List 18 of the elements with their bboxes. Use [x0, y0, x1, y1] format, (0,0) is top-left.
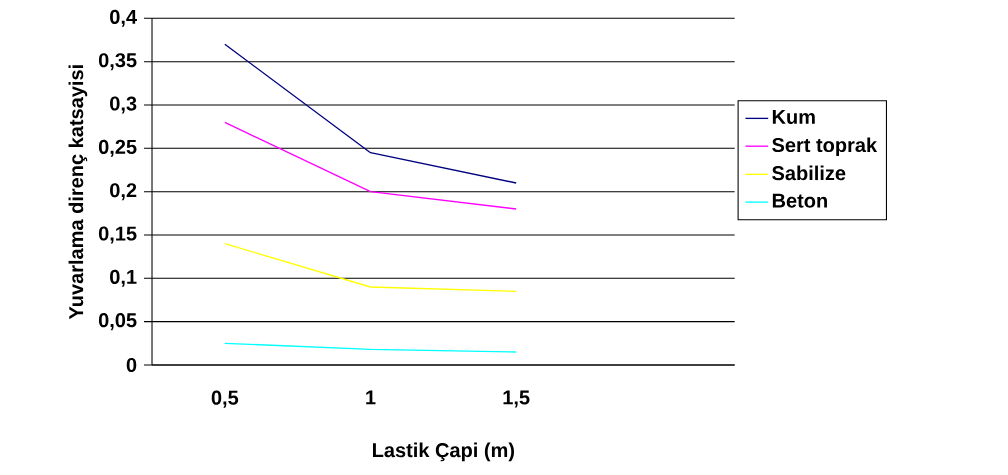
legend-label: Kum — [772, 110, 815, 124]
y-tick-label: 0,25 — [98, 139, 137, 157]
legend-label: Sabilize — [772, 165, 846, 181]
y-axis-title: Yuvarlama direnç katsayisi — [68, 65, 88, 320]
y-tick-label: 0,05 — [98, 313, 137, 331]
y-tick-label: 0,35 — [98, 53, 137, 71]
y-tick-label: 0,4 — [110, 9, 137, 27]
y-tick-label: 0,2 — [110, 183, 137, 201]
y-tick-label: 0,15 — [98, 226, 137, 244]
legend-label: Beton — [772, 193, 827, 208]
y-tick-label: 0 — [126, 357, 137, 373]
legend-label: Sert toprak — [772, 137, 878, 157]
y-tick-label: 0,1 — [110, 269, 137, 287]
x-tick-label: 1 — [366, 390, 376, 405]
x-axis-title: Lastik Çapi (m) — [373, 442, 514, 462]
x-tick-label: 1,5 — [503, 390, 530, 408]
x-tick-label: 0,5 — [211, 390, 239, 408]
y-tick-label: 0,3 — [110, 96, 137, 114]
